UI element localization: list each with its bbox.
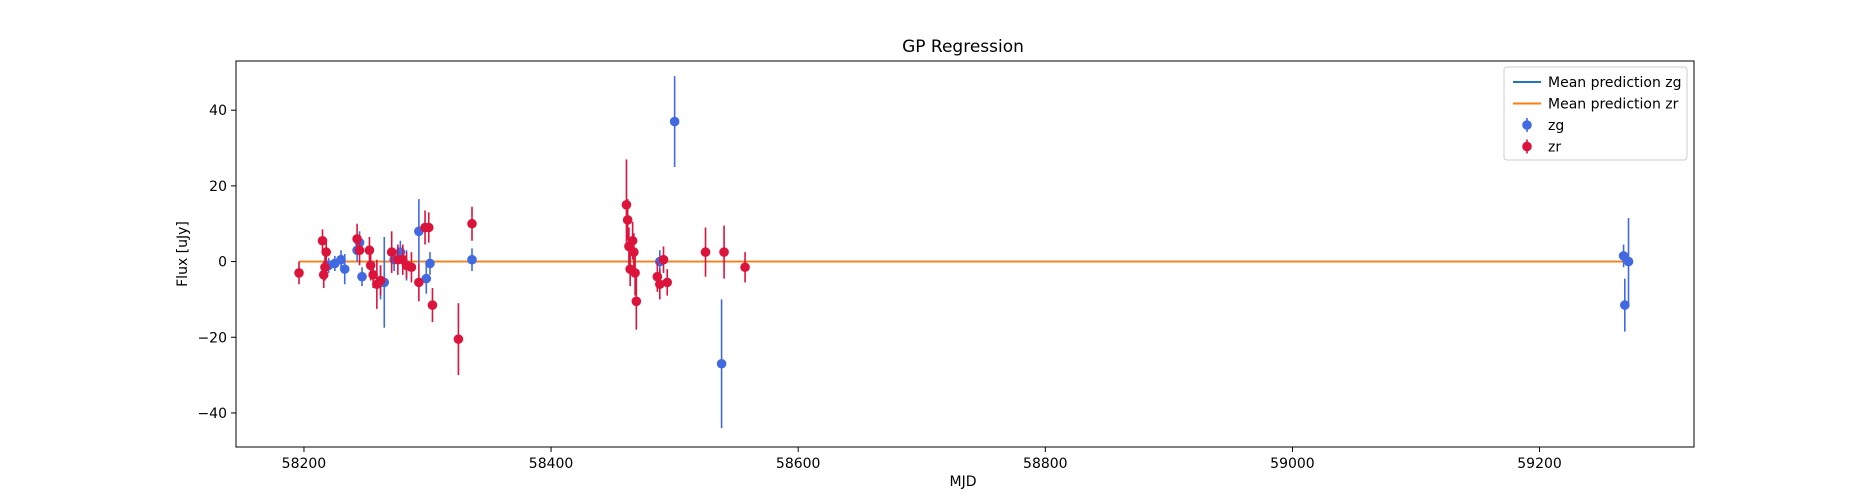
data-point — [365, 260, 376, 271]
data-point — [1620, 300, 1630, 310]
data-point — [622, 215, 633, 225]
x-tick-label: 59200 — [1517, 456, 1562, 472]
legend-entry: zr — [1522, 139, 1561, 156]
x-tick-label: 58800 — [1023, 456, 1068, 472]
x-tick-label: 59000 — [1270, 456, 1315, 472]
legend-label: Mean prediction zg — [1548, 75, 1682, 91]
data-point — [658, 254, 669, 265]
data-point — [1623, 256, 1634, 267]
data-point — [719, 247, 729, 257]
legend-label: zr — [1548, 140, 1561, 156]
data-point — [406, 262, 417, 273]
y-axis-ticks: −40 −20 0 20 40 — [197, 103, 236, 422]
y-tick-label: −20 — [197, 330, 227, 346]
legend-entry: Mean prediction zr — [1513, 97, 1679, 113]
data-point — [655, 279, 665, 290]
data-point — [320, 262, 330, 273]
data-point — [427, 300, 438, 310]
legend-label: Mean prediction zr — [1548, 97, 1679, 113]
x-tick-label: 58400 — [529, 456, 574, 472]
data-point — [354, 245, 365, 256]
chart-title: GP Regression — [902, 37, 1024, 57]
x-axis-label: MJD — [950, 474, 977, 490]
data-point — [357, 271, 367, 282]
legend-marker-swatch — [1522, 120, 1532, 130]
x-axis-ticks: 58200 58400 58600 58800 59000 59200 — [282, 447, 1562, 472]
legend: Mean prediction zg Mean prediction zr zg zr — [1503, 66, 1688, 161]
data-point — [467, 254, 477, 265]
data-point — [294, 268, 304, 278]
data-point — [336, 254, 346, 265]
y-axis-label: Flux [uJy] — [175, 221, 191, 287]
data-point — [630, 268, 640, 278]
data-point — [669, 116, 680, 127]
data-point — [318, 270, 329, 280]
x-tick-label: 58600 — [776, 456, 821, 472]
data-point — [631, 296, 642, 307]
data-point — [621, 200, 632, 210]
data-point — [453, 334, 464, 344]
y-tick-label: 0 — [218, 255, 227, 271]
data-point — [627, 235, 638, 246]
series-zr-points — [294, 159, 750, 376]
data-point — [662, 277, 673, 288]
data-point — [386, 247, 397, 257]
axes-frame — [235, 60, 1695, 448]
y-tick-label: −40 — [197, 406, 227, 422]
data-point — [414, 277, 424, 288]
legend-box — [1503, 66, 1688, 161]
plot-area — [294, 76, 1634, 429]
legend-entry: zg — [1522, 118, 1564, 134]
data-point — [339, 264, 350, 274]
legend-entry: Mean prediction zg — [1513, 75, 1682, 91]
data-point — [321, 247, 331, 257]
legend-marker-swatch — [1522, 141, 1532, 152]
x-tick-label: 58200 — [282, 456, 327, 472]
y-tick-label: 20 — [209, 179, 227, 195]
data-point — [716, 358, 727, 369]
data-point — [425, 258, 435, 269]
data-point — [421, 273, 432, 284]
data-point — [467, 218, 477, 229]
data-point — [740, 262, 750, 273]
legend-label: zg — [1548, 118, 1564, 134]
data-point — [317, 235, 328, 246]
y-tick-label: 40 — [209, 103, 227, 119]
data-point — [352, 234, 362, 244]
data-point — [700, 247, 711, 257]
data-point — [629, 247, 639, 257]
data-point — [368, 270, 378, 280]
data-point — [423, 222, 434, 233]
data-point — [364, 245, 375, 256]
data-point — [375, 275, 386, 286]
